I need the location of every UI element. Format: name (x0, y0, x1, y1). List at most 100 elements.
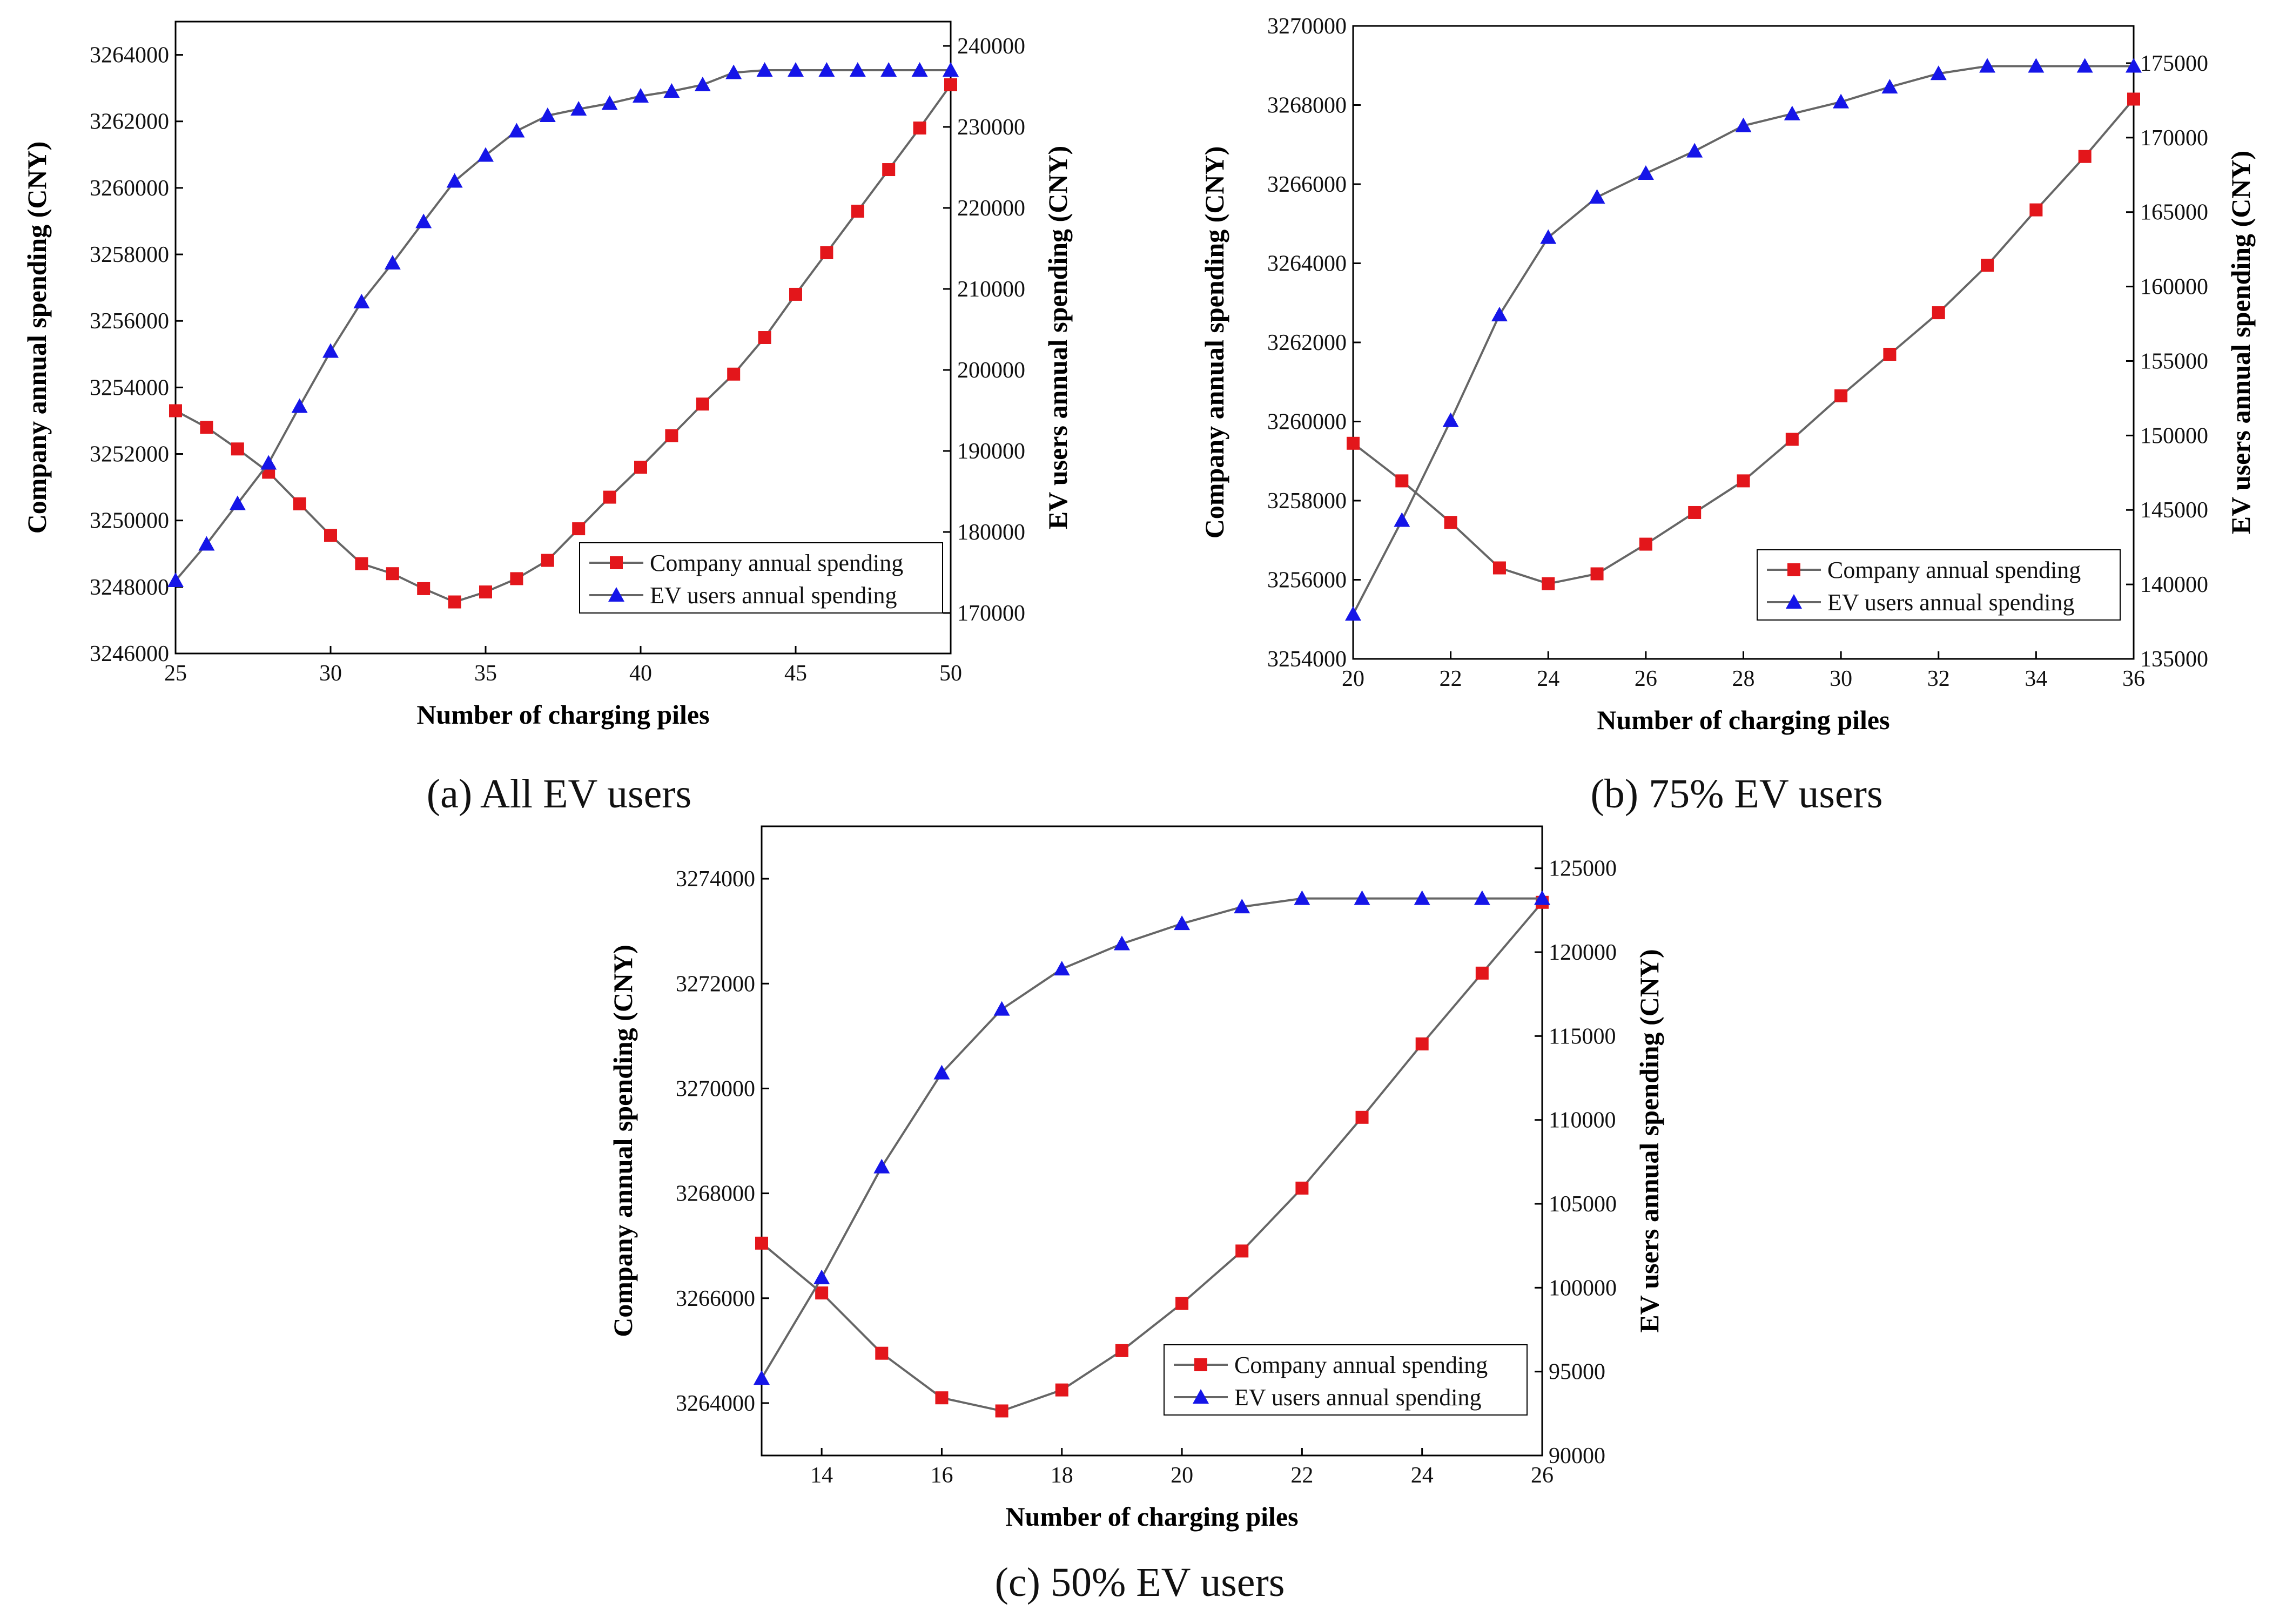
y-right-tick-label: 125000 (1549, 857, 1617, 881)
data-point-square (386, 567, 399, 581)
y-right-axis-title: EV users annual spending (CNY) (1634, 949, 1664, 1332)
x-axis-title: Number of charging piles (416, 699, 709, 730)
x-tick-label: 24 (1411, 1463, 1434, 1488)
x-tick-label: 20 (1342, 666, 1364, 691)
data-point-triangle (601, 95, 618, 110)
legend: Company annual spending EV users annual s… (1164, 1344, 1528, 1416)
x-tick-label: 28 (1732, 666, 1755, 691)
data-point-square (324, 529, 337, 542)
data-point-triangle (1345, 606, 1361, 621)
y-right-tick-label: 210000 (957, 277, 1025, 302)
data-point-triangle (353, 294, 370, 308)
data-point-triangle (849, 62, 866, 77)
y-right-tick-label: 140000 (2140, 572, 2208, 597)
data-point-triangle (1979, 58, 1996, 73)
data-point-square (169, 404, 182, 417)
x-tick-label: 34 (2025, 666, 2047, 691)
y-left-tick-label: 3254000 (1267, 647, 1347, 672)
legend-marker-square (610, 556, 623, 569)
legend-marker-triangle (1193, 1389, 1209, 1404)
x-tick-label: 14 (810, 1463, 833, 1488)
data-point-triangle (539, 107, 556, 122)
x-tick-label: 16 (930, 1463, 953, 1488)
x-tick-label: 25 (164, 661, 187, 686)
series-line (761, 897, 1542, 1379)
legend-box (1164, 1344, 1528, 1416)
y-right-tick-label: 105000 (1549, 1192, 1617, 1217)
data-point-square (355, 557, 368, 570)
y-right-tick-label: 100000 (1549, 1276, 1617, 1300)
y-right-tick-label: 180000 (957, 520, 1025, 545)
data-point-square (789, 287, 802, 301)
y-right-tick-label: 110000 (1549, 1108, 1616, 1133)
y-left-tick-label: 3258000 (1267, 489, 1347, 514)
x-tick-label: 36 (2122, 666, 2145, 691)
data-point-square (1492, 561, 1506, 575)
data-point-triangle (993, 1001, 1010, 1016)
data-point-square (820, 246, 833, 259)
data-point-triangle (1294, 890, 1310, 905)
data-point-triangle (911, 62, 928, 77)
x-tick-label: 40 (629, 661, 652, 686)
data-point-square (1055, 1383, 1068, 1397)
y-left-tick-label: 3272000 (676, 972, 755, 996)
data-point-square (913, 122, 926, 135)
data-point-square (1395, 474, 1409, 488)
series-line (174, 69, 951, 582)
data-point-triangle (229, 495, 246, 510)
data-point-triangle (2028, 58, 2045, 73)
y-right-tick-label: 175000 (2140, 51, 2208, 76)
data-point-triangle (1833, 93, 1850, 109)
data-point-square (2029, 203, 2043, 217)
y-right-tick-label: 135000 (2140, 647, 2208, 672)
y-left-axis-title: Company annual spending (CNY) (22, 141, 52, 534)
y-right-tick-label: 155000 (2140, 349, 2208, 374)
y-left-tick-label: 3260000 (1267, 410, 1347, 435)
caption-text: 50% EV users (1040, 1560, 1285, 1605)
data-point-triangle (1686, 143, 1703, 158)
y-right-tick-label: 220000 (957, 196, 1025, 221)
y-left-tick-label: 3264000 (676, 1391, 755, 1416)
panel-c-50pct-ev-users: 14 16 18 20 22 24 26 3264000 3266000 3268000 32700… (608, 825, 1664, 1605)
x-tick-label: 22 (1440, 666, 1462, 691)
data-point-triangle (1474, 890, 1490, 905)
data-point-square (1235, 1244, 1249, 1258)
y-right-tick-label: 160000 (2140, 275, 2208, 300)
x-tick-label: 32 (1927, 666, 1950, 691)
data-point-triangle (415, 213, 432, 228)
legend: Company annual spending EV users annual s… (1757, 549, 2121, 621)
series-company-annual-spending (169, 78, 957, 609)
y-left-tick-label: 3266000 (1267, 172, 1347, 197)
y-left-tick-label: 3268000 (676, 1182, 755, 1207)
y-right-tick-label: 190000 (957, 439, 1025, 464)
y-left-tick-label: 3246000 (90, 642, 169, 666)
caption-text: All EV users (472, 771, 691, 817)
y-left-axis-title: Company annual spending (CNY) (608, 945, 638, 1337)
y-right-tick-label: 120000 (1549, 940, 1617, 965)
data-point-square (2127, 92, 2140, 106)
data-point-triangle (260, 455, 277, 470)
data-point-triangle (1930, 65, 1947, 80)
data-point-triangle (2076, 58, 2093, 73)
data-point-square (1415, 1037, 1429, 1050)
data-point-square (1475, 966, 1489, 980)
x-tick-label: 30 (319, 661, 342, 686)
data-point-square (2078, 150, 2092, 163)
data-point-square (995, 1404, 1008, 1418)
data-point-triangle (633, 88, 649, 103)
y-left-tick-label: 3262000 (1267, 331, 1347, 355)
series-ev-users-annual-spending (167, 62, 959, 587)
legend-marker-triangle (1786, 594, 1802, 609)
panel-caption: (c) 50% EV users (995, 1560, 1285, 1605)
data-point-square (758, 331, 771, 344)
caption-text: 75% EV users (1638, 771, 1882, 817)
data-point-square (231, 442, 244, 456)
data-point-square (1834, 389, 1848, 402)
legend: Company annual spending EV users annual s… (579, 542, 943, 614)
data-point-square (510, 572, 523, 585)
data-point-square (851, 205, 864, 218)
data-point-triangle (1234, 899, 1250, 914)
data-point-triangle (663, 83, 680, 98)
y-right-tick-label: 200000 (957, 358, 1025, 383)
